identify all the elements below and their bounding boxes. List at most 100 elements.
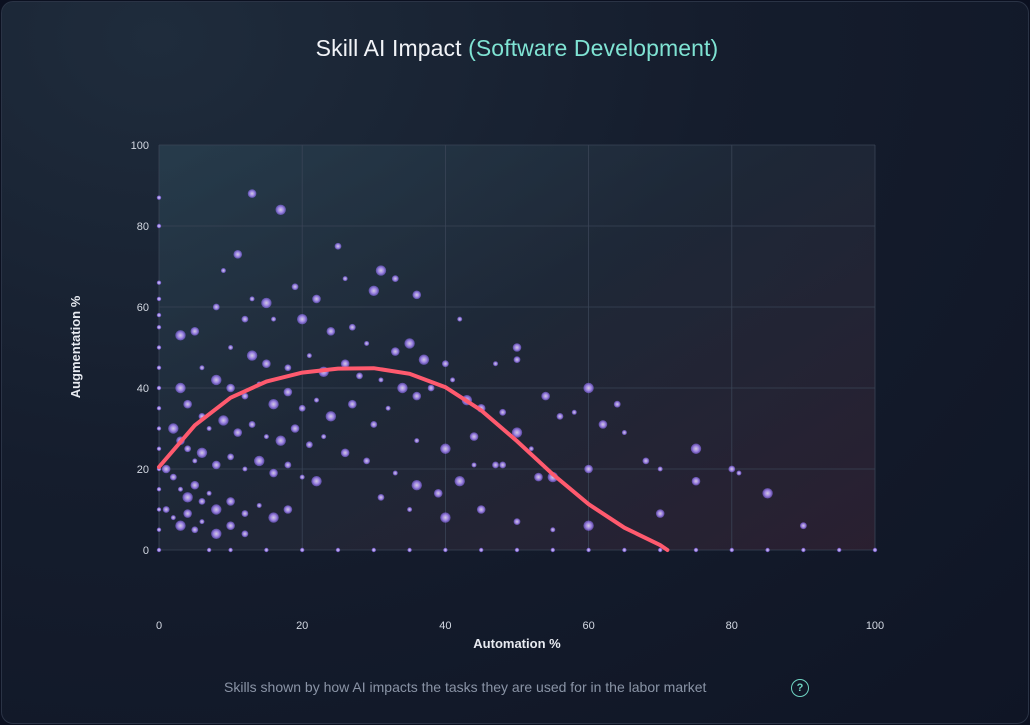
data-point-84 bbox=[199, 365, 205, 371]
data-point-112 bbox=[192, 458, 198, 464]
data-point-116 bbox=[242, 466, 248, 472]
data-point-146 bbox=[469, 432, 479, 441]
data-point-40 bbox=[220, 268, 226, 274]
data-point-122 bbox=[161, 464, 171, 474]
data-point-68 bbox=[228, 345, 234, 350]
data-point-97 bbox=[175, 382, 186, 394]
data-point-132 bbox=[256, 502, 262, 508]
data-point-148 bbox=[528, 446, 534, 452]
data-point-65 bbox=[418, 354, 430, 365]
x-tick-label-2: 40 bbox=[439, 620, 451, 632]
data-point-155 bbox=[613, 400, 621, 408]
data-point-144 bbox=[414, 438, 420, 444]
data-point-23 bbox=[407, 547, 412, 553]
data-point-80 bbox=[450, 377, 456, 383]
data-point-170 bbox=[340, 448, 350, 458]
data-point-57 bbox=[297, 313, 308, 325]
help-icon[interactable]: ? bbox=[791, 679, 809, 697]
data-point-83 bbox=[499, 408, 507, 416]
data-point-102 bbox=[233, 428, 243, 437]
data-point-15 bbox=[156, 527, 162, 532]
data-point-162 bbox=[691, 476, 701, 486]
data-point-169 bbox=[454, 475, 465, 487]
data-point-164 bbox=[736, 470, 742, 476]
chart-title-highlight: (Software Development) bbox=[468, 35, 719, 61]
x-tick-label-4: 80 bbox=[726, 620, 738, 632]
data-point-151 bbox=[556, 412, 564, 420]
data-point-22 bbox=[371, 547, 376, 553]
data-point-48 bbox=[249, 296, 255, 302]
data-point-127 bbox=[198, 498, 206, 505]
data-point-165 bbox=[762, 488, 773, 499]
data-point-54 bbox=[190, 327, 200, 336]
data-point-166 bbox=[534, 472, 543, 482]
data-point-117 bbox=[254, 455, 265, 467]
data-point-42 bbox=[233, 250, 243, 259]
data-point-35 bbox=[837, 547, 842, 553]
data-point-52 bbox=[457, 316, 463, 322]
data-point-34 bbox=[801, 547, 806, 553]
data-point-139 bbox=[191, 526, 199, 534]
data-point-55 bbox=[241, 315, 249, 323]
data-point-62 bbox=[512, 343, 522, 352]
data-point-114 bbox=[211, 460, 221, 470]
data-point-95 bbox=[370, 421, 378, 428]
data-point-53 bbox=[175, 330, 186, 341]
data-point-173 bbox=[411, 480, 422, 491]
data-point-30 bbox=[658, 547, 663, 553]
data-point-153 bbox=[583, 382, 594, 394]
data-point-56 bbox=[271, 316, 277, 322]
data-point-36 bbox=[872, 547, 878, 553]
data-point-70 bbox=[262, 359, 271, 369]
data-point-92 bbox=[314, 397, 320, 403]
data-point-171 bbox=[363, 457, 371, 465]
y-tick-labels: 0 20 40 60 80 100 bbox=[131, 140, 149, 557]
data-point-69 bbox=[246, 350, 258, 361]
data-point-159 bbox=[642, 457, 650, 465]
data-point-28 bbox=[586, 547, 591, 553]
data-point-13 bbox=[156, 487, 162, 492]
data-point-89 bbox=[268, 399, 279, 410]
data-point-91 bbox=[298, 404, 306, 412]
data-point-17 bbox=[206, 547, 212, 553]
data-point-10 bbox=[156, 426, 162, 431]
data-point-45 bbox=[368, 285, 379, 296]
x-tick-label-1: 20 bbox=[296, 620, 308, 632]
data-point-26 bbox=[514, 547, 520, 553]
y-tick-label-4: 80 bbox=[137, 221, 149, 233]
data-point-59 bbox=[348, 323, 356, 331]
data-point-145 bbox=[440, 443, 451, 454]
x-tick-label-3: 60 bbox=[582, 620, 594, 632]
data-point-63 bbox=[513, 356, 521, 364]
data-point-41 bbox=[375, 265, 387, 276]
y-tick-label-0: 0 bbox=[143, 545, 149, 557]
data-point-126 bbox=[190, 480, 200, 490]
x-axis-title: Automation % bbox=[473, 636, 561, 651]
data-point-176 bbox=[407, 507, 413, 512]
data-point-93 bbox=[325, 411, 337, 422]
data-point-64 bbox=[493, 361, 499, 367]
data-point-101 bbox=[218, 415, 229, 426]
data-point-108 bbox=[321, 434, 327, 440]
data-point-128 bbox=[206, 490, 212, 496]
data-point-141 bbox=[211, 528, 222, 539]
data-point-24 bbox=[443, 547, 448, 553]
data-point-98 bbox=[183, 399, 192, 409]
data-point-27 bbox=[550, 547, 555, 553]
data-point-156 bbox=[621, 430, 627, 436]
data-point-109 bbox=[168, 423, 179, 434]
y-tick-label-2: 40 bbox=[137, 383, 149, 395]
data-point-131 bbox=[241, 510, 249, 517]
chart-caption: Skills shown by how AI impacts the tasks… bbox=[224, 679, 707, 695]
data-point-115 bbox=[227, 453, 235, 461]
y-tick-label-3: 60 bbox=[137, 302, 149, 314]
data-point-107 bbox=[305, 441, 313, 449]
data-point-2 bbox=[156, 280, 162, 285]
data-point-71 bbox=[284, 364, 292, 372]
trend-curve bbox=[157, 366, 670, 552]
data-point-9 bbox=[156, 406, 162, 411]
data-point-175 bbox=[377, 493, 385, 501]
data-point-163 bbox=[728, 465, 736, 473]
